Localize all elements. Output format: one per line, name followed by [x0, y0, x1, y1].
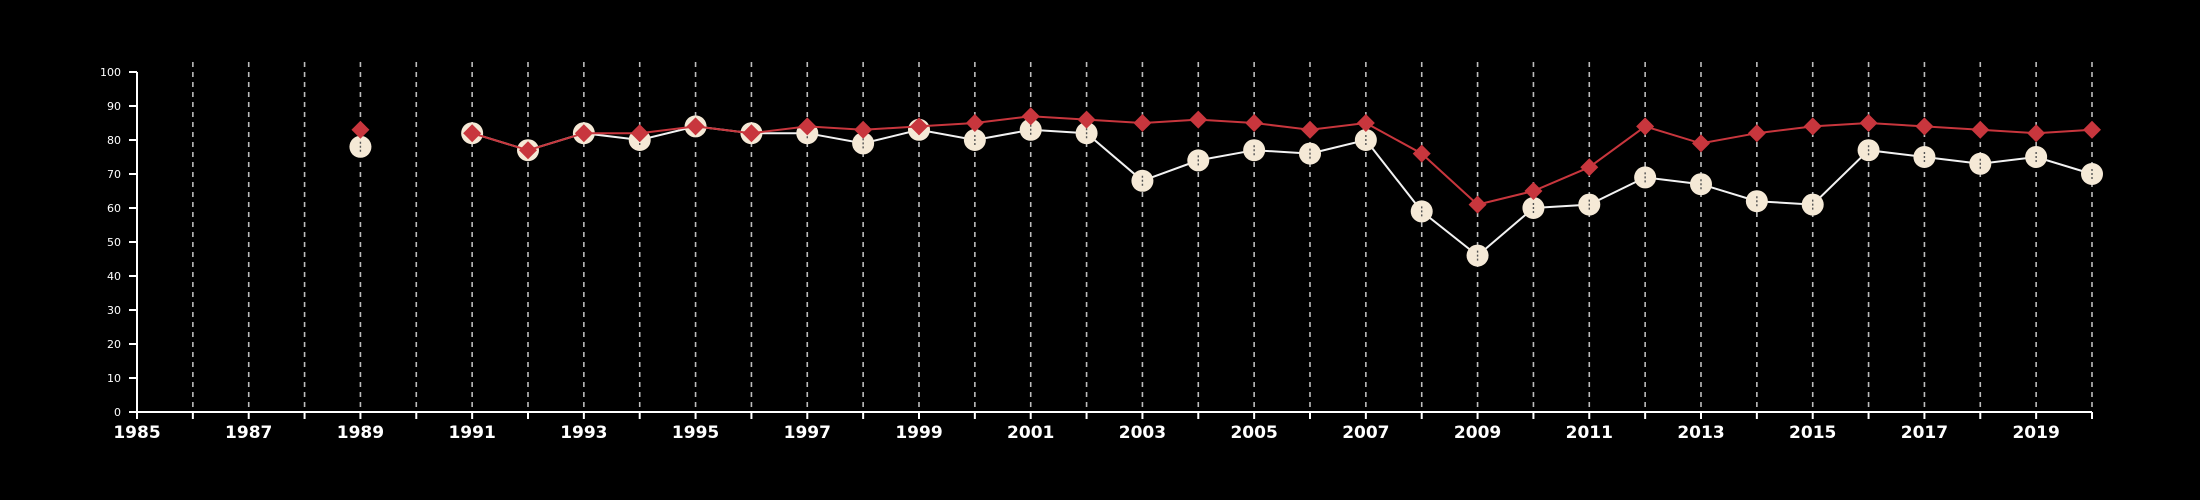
diamond-point-1999: [910, 117, 928, 136]
x-tick-label: 2015: [1789, 423, 1836, 443]
x-tick-label: 1999: [895, 423, 942, 443]
diamond-point-1995: [686, 117, 705, 136]
diamond-point-2003: [1133, 114, 1152, 132]
grid-lines: [192, 62, 2093, 412]
diamond-point-2019: [2027, 124, 2046, 143]
diamond-point-2009: [1468, 195, 1487, 214]
y-tick-label: 50: [107, 236, 121, 249]
diamond-point-2000: [965, 114, 984, 132]
x-tick-label: 1993: [560, 423, 607, 443]
x-tick-label: 2005: [1230, 423, 1277, 443]
diamond-point-1994: [630, 124, 649, 143]
diamond-point-2018: [1971, 120, 1990, 139]
x-tick-label: 1989: [337, 423, 384, 443]
y-tick-label: 30: [107, 304, 121, 317]
y-tick-label: 10: [107, 372, 121, 385]
diamond-point-1989: [351, 120, 370, 139]
data-series: [349, 107, 2103, 267]
diamond-point-2012: [1636, 117, 1655, 136]
y-tick-label: 100: [100, 66, 121, 79]
x-tick-label: 2007: [1342, 423, 1389, 443]
diamond-series-line: [471, 115, 2093, 206]
x-tick-label: 1991: [448, 423, 495, 443]
diamond-point-2014: [1747, 124, 1766, 143]
x-tick-label: 2003: [1119, 423, 1166, 443]
tick-labels: 0 10 20 30 40 50 60 70 80 90 100 1985 1987 1989 1991 19…: [100, 66, 2060, 443]
diamond-point-1991: [463, 124, 482, 143]
y-tick-label: 80: [107, 134, 121, 147]
y-tick-label: 0: [114, 406, 121, 419]
diamond-point-1997: [798, 117, 817, 136]
diamond-point-2010: [1524, 182, 1543, 200]
x-tick-label: 2019: [2012, 423, 2059, 443]
diamond-point-2013: [1692, 134, 1710, 153]
diamond-point-2017: [1915, 117, 1934, 136]
diamond-point-1996: [742, 124, 761, 143]
diamond-point-2020: [2083, 120, 2101, 139]
axes: [129, 71, 2093, 419]
y-tick-label: 20: [107, 338, 121, 351]
x-tick-label: 2009: [1454, 423, 1501, 443]
y-tick-label: 40: [107, 270, 121, 283]
diamond-point-1998: [854, 120, 873, 139]
x-tick-label: 1987: [225, 423, 272, 443]
x-tick-label: 2001: [1007, 423, 1054, 443]
diamond-point-2004: [1189, 110, 1208, 129]
x-tick-label: 1997: [784, 423, 831, 443]
y-tick-label: 70: [107, 168, 121, 181]
y-tick-label: 60: [107, 202, 121, 215]
x-tick-label: 1995: [672, 423, 719, 443]
diamond-point-1992: [519, 141, 537, 160]
diamond-point-2002: [1077, 110, 1096, 129]
diamond-point-1993: [574, 124, 593, 143]
diamond-point-2008: [1412, 144, 1431, 163]
x-tick-label: 2011: [1566, 423, 1613, 443]
x-tick-label: 1985: [113, 423, 160, 443]
x-tick-label: 2013: [1677, 423, 1724, 443]
x-tick-label: 2017: [1901, 423, 1948, 443]
diamond-point-2007: [1356, 114, 1375, 132]
diamond-point-2006: [1301, 120, 1319, 139]
diamond-point-2016: [1859, 114, 1878, 132]
y-tick-label: 90: [107, 100, 121, 113]
diamond-series: [351, 107, 2101, 214]
diamond-point-2005: [1245, 114, 1264, 132]
diamond-point-2001: [1021, 107, 1040, 126]
diamond-point-2011: [1580, 158, 1599, 177]
diamond-point-2015: [1803, 117, 1822, 136]
